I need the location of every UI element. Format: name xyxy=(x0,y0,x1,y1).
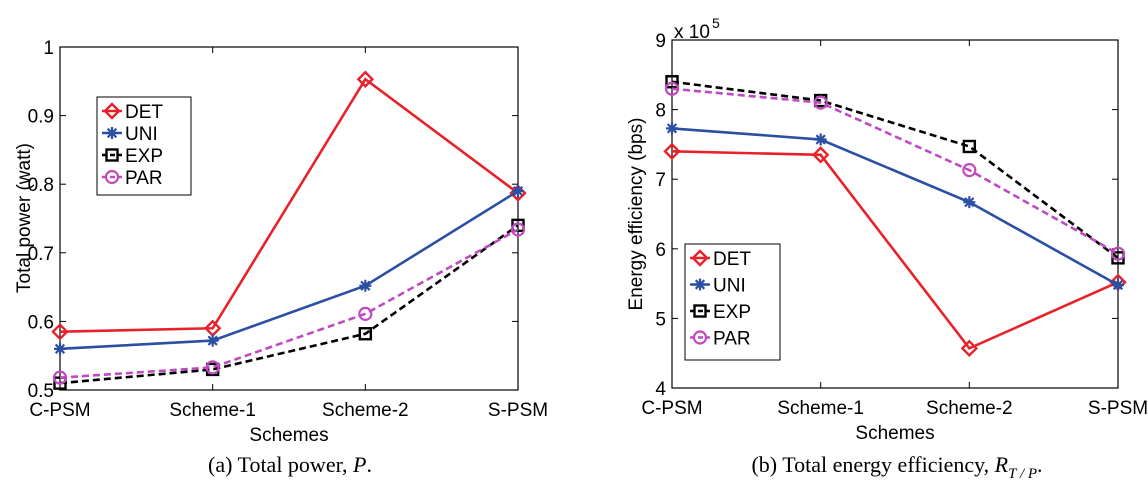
y-tick-label: 6 xyxy=(655,240,666,261)
caption-end: . xyxy=(366,452,372,477)
data-point-par xyxy=(52,370,68,385)
x-tick-label: S-PSM xyxy=(488,400,548,421)
panel-energy-efficiency: 4 5 6 7 8 9 C-PSM Scheme-1 Scheme-2 S-PSM Schemes E… xyxy=(626,15,1148,482)
series-line-uni xyxy=(59,189,519,351)
y-tick-label: 0.5 xyxy=(28,381,54,402)
y-tick-label: 1 xyxy=(43,38,54,59)
legend-swatch-marker xyxy=(692,330,708,345)
caption-symbol: P xyxy=(352,452,366,477)
x-tick-label: C-PSM xyxy=(29,400,90,421)
data-point-det xyxy=(811,146,830,164)
series-line-exp xyxy=(671,80,1119,259)
legend-swatch-marker xyxy=(694,278,706,291)
data-point-det xyxy=(51,322,69,341)
data-point-uni xyxy=(814,133,827,146)
data-point-det xyxy=(356,70,375,88)
y-tick-label: 7 xyxy=(655,170,666,191)
y-tick-label: 0.7 xyxy=(28,244,54,265)
y-tick-label: 5 xyxy=(655,309,666,330)
x-axis-label: Schemes xyxy=(249,425,328,446)
legend-label: DET xyxy=(713,249,751,270)
y-axis-label: Energy efficiency (bps) xyxy=(626,118,647,311)
data-point-par xyxy=(813,95,828,110)
legend-swatch-marker xyxy=(693,304,707,318)
data-point-uni xyxy=(963,196,976,209)
caption-text: (a) Total power, xyxy=(208,452,353,477)
data-point-exp xyxy=(665,75,679,89)
legend-swatch-marker xyxy=(691,249,709,267)
data-point-det xyxy=(960,339,979,358)
axis-multiplier-exponent: 5 xyxy=(712,15,720,31)
legend: DET UNI EXP PAR xyxy=(684,243,781,361)
x-tick-label: S-PSM xyxy=(1088,398,1148,419)
data-point-par xyxy=(510,222,526,237)
data-point-uni xyxy=(54,342,66,355)
x-tick-label: Scheme-1 xyxy=(169,400,256,421)
legend-swatch-marker xyxy=(105,148,119,162)
legend-box xyxy=(96,96,192,196)
legend-swatch-marker xyxy=(104,169,120,185)
data-point-uni xyxy=(359,279,372,292)
data-point-par xyxy=(962,163,977,178)
legend-label: UNI xyxy=(125,124,158,145)
data-point-det xyxy=(663,142,681,161)
data-point-par xyxy=(1110,246,1126,261)
panel-total-power: 0.5 0.6 0.7 0.8 0.9 1 C-PSM Scheme-1 Scheme-2 S-P… xyxy=(14,38,548,477)
series-line-exp xyxy=(59,224,519,385)
caption-symbol: R xyxy=(994,452,1009,477)
data-point-uni xyxy=(512,185,524,198)
axis-multiplier: x 10 xyxy=(674,22,710,43)
data-point-uni xyxy=(206,334,219,347)
data-point-exp xyxy=(358,327,373,341)
legend-swatch-marker xyxy=(103,102,121,120)
x-tick-label: Scheme-1 xyxy=(777,398,864,419)
y-tick-label: 9 xyxy=(655,31,666,52)
legend-swatch-marker xyxy=(106,127,118,139)
data-point-exp xyxy=(962,139,977,154)
caption-text: (b) Total energy efficiency, xyxy=(751,452,994,477)
y-tick-label: 0.8 xyxy=(28,175,54,196)
data-point-par xyxy=(205,360,220,375)
legend-label: PAR xyxy=(713,329,751,350)
subfigure-caption: (b) Total energy efficiency, RT / P. xyxy=(751,452,1042,482)
y-tick-label: 0.9 xyxy=(28,107,54,128)
y-tick-label: 0.6 xyxy=(28,312,54,333)
data-point-uni xyxy=(666,122,678,135)
legend-label: UNI xyxy=(713,276,746,297)
x-tick-label: Scheme-2 xyxy=(926,398,1013,419)
y-tick-label: 8 xyxy=(655,101,666,122)
legend-label: EXP xyxy=(713,302,751,323)
data-point-par xyxy=(358,306,373,321)
data-point-uni xyxy=(1112,278,1124,291)
x-axis-label: Schemes xyxy=(855,423,934,444)
series-line-uni xyxy=(671,127,1119,287)
series-line-det xyxy=(671,150,1119,350)
x-tick-label: Scheme-2 xyxy=(322,400,409,421)
subfigure-caption: (a) Total power, P. xyxy=(208,452,372,477)
series-line-det xyxy=(59,77,519,333)
y-axis-label: Total power (watt) xyxy=(14,143,35,293)
legend-label: PAR xyxy=(125,168,163,189)
series-line-par xyxy=(671,87,1119,255)
legend-label: DET xyxy=(125,102,163,123)
legend-label: EXP xyxy=(125,146,163,167)
caption-subscript: T / P xyxy=(1008,466,1037,482)
caption-end: . xyxy=(1037,452,1043,477)
series-line-par xyxy=(59,228,519,379)
y-tick-label: 4 xyxy=(655,379,666,400)
data-point-par xyxy=(664,81,680,96)
x-tick-label: C-PSM xyxy=(641,398,702,419)
